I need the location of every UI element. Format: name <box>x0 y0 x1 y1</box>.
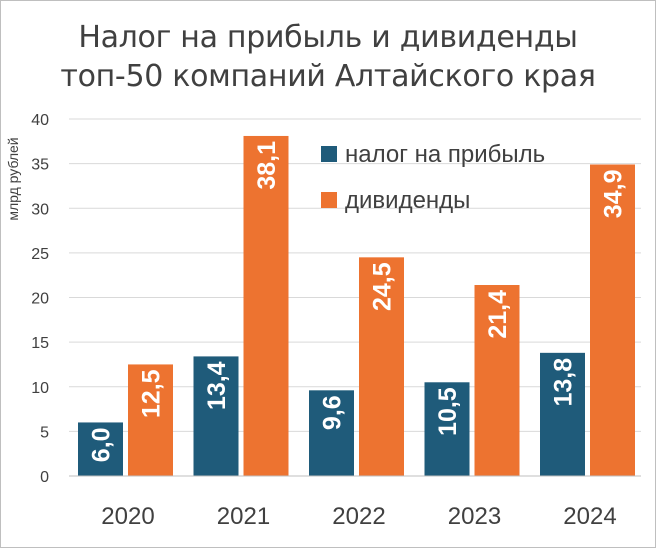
data-label: 9,6 <box>319 395 347 430</box>
x-tick-label: 2024 <box>563 503 616 530</box>
bar-dividends <box>590 164 635 476</box>
bar-tax <box>193 356 239 476</box>
y-tick-label: 20 <box>31 291 49 308</box>
data-label: 24,5 <box>369 262 397 311</box>
y-tick-label: 25 <box>31 246 49 263</box>
legend-marker-tax <box>321 146 337 162</box>
y-tick-label: 5 <box>40 424 49 441</box>
bar-dividends <box>474 285 520 476</box>
legend-label: дивиденды <box>345 187 470 214</box>
y-tick-label: 15 <box>31 335 49 352</box>
bar-tax <box>309 390 354 476</box>
legend-marker-dividends <box>321 192 337 208</box>
y-tick-label: 40 <box>31 112 49 129</box>
x-tick-label: 2023 <box>448 503 501 530</box>
x-tick-label: 2020 <box>101 503 154 530</box>
bar-tax <box>78 422 123 476</box>
y-tick-label: 0 <box>40 469 49 486</box>
chart-title-line-1: Налог на прибыль и дивиденды <box>78 20 578 55</box>
bar-tax <box>424 382 470 476</box>
data-label: 21,4 <box>484 290 512 339</box>
data-label: 6,0 <box>88 427 116 462</box>
bar-dividends <box>243 135 289 476</box>
x-tick-label: 2022 <box>332 503 385 530</box>
data-label: 13,8 <box>550 358 578 407</box>
bar-dividends <box>359 257 404 476</box>
bar-tax <box>540 352 585 476</box>
legend-label: налог на прибыль <box>345 141 545 168</box>
chart-title-line-2: топ-50 компаний Алтайского края <box>60 59 596 94</box>
y-axis-label: млрд рублей <box>5 137 21 220</box>
y-tick-label: 10 <box>31 380 49 397</box>
y-tick-label: 30 <box>31 201 49 218</box>
data-label: 13,4 <box>203 361 231 410</box>
data-label: 38,1 <box>253 141 281 190</box>
bar-dividends <box>128 364 173 476</box>
y-tick-label: 35 <box>31 157 49 174</box>
data-label: 34,9 <box>600 170 628 219</box>
data-label: 10,5 <box>434 387 462 436</box>
x-tick-label: 2021 <box>217 503 270 530</box>
data-label: 12,5 <box>138 369 166 418</box>
